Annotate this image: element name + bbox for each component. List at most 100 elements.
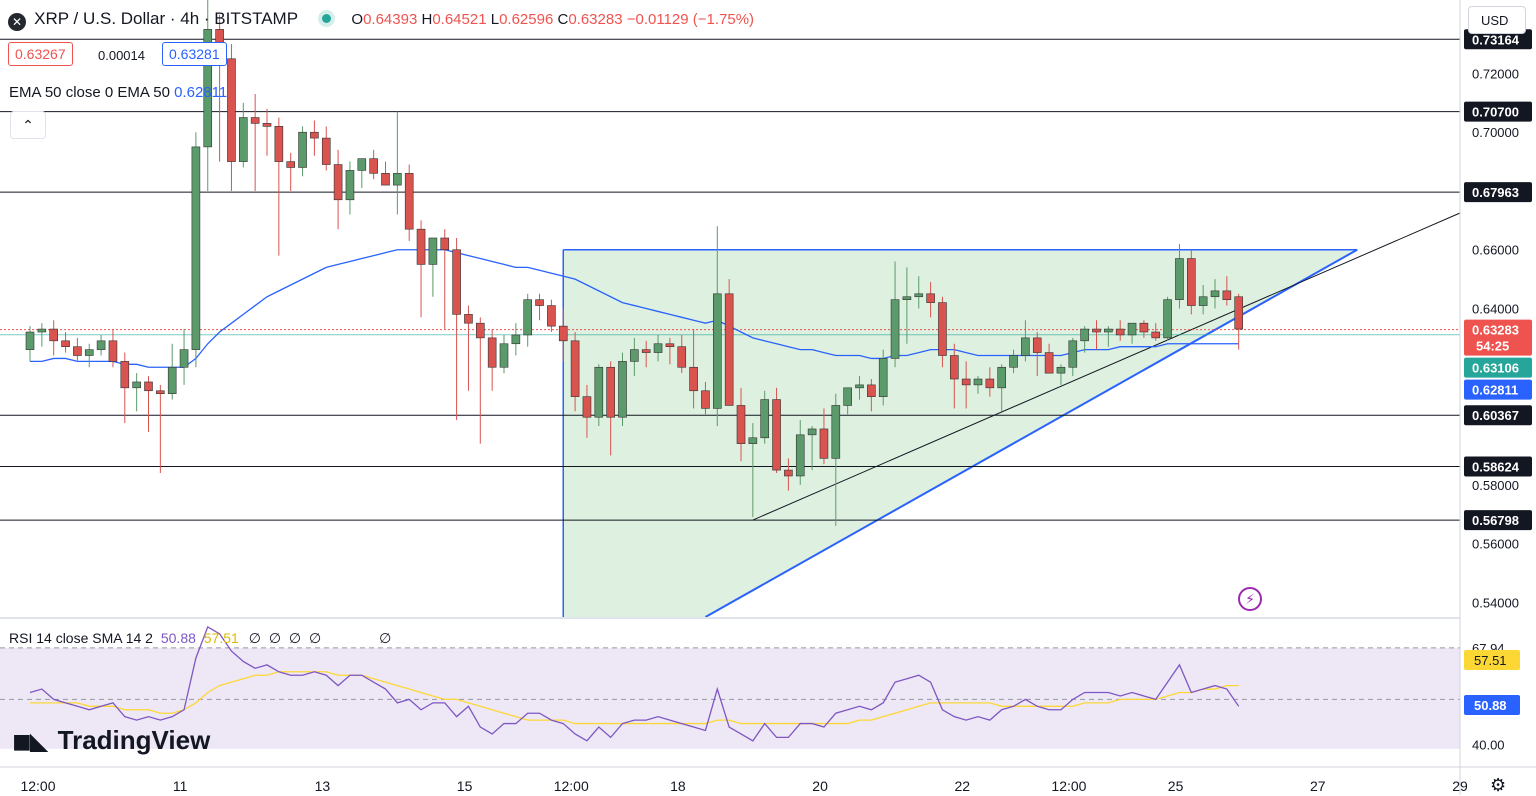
collapse-legend-button[interactable]: ⌃	[10, 111, 46, 139]
candle[interactable]	[1139, 322, 1149, 333]
candle[interactable]	[262, 123, 272, 127]
price-pane[interactable]	[0, 0, 1461, 619]
candle[interactable]	[760, 399, 770, 439]
candle[interactable]	[428, 237, 438, 265]
candle[interactable]	[535, 299, 544, 306]
candle[interactable]	[641, 349, 651, 353]
candle[interactable]	[1151, 331, 1161, 339]
candle[interactable]	[203, 29, 213, 148]
candle[interactable]	[452, 249, 461, 315]
candle[interactable]	[630, 349, 639, 362]
candle[interactable]	[949, 355, 959, 380]
candle[interactable]	[132, 381, 141, 389]
candle[interactable]	[618, 361, 627, 418]
candle[interactable]	[1068, 340, 1078, 368]
candle[interactable]	[1056, 366, 1066, 374]
time-axis[interactable]: 12:00 11 13 15 12:00 18 20 22 12:00 25 27 29	[0, 766, 1536, 794]
candle[interactable]	[1210, 290, 1220, 298]
candle[interactable]	[73, 346, 82, 356]
candle[interactable]	[487, 337, 497, 368]
price-axis[interactable]: 0.72000 0.70000 0.66000 0.64000 0.58000 0.560…	[1459, 0, 1532, 795]
candle[interactable]	[1021, 337, 1030, 356]
candle[interactable]	[179, 349, 189, 368]
candle[interactable]	[914, 293, 924, 298]
sell-price-button[interactable]: 0.63267	[8, 42, 73, 66]
candle[interactable]	[84, 349, 94, 356]
trend-line[interactable]	[752, 212, 1461, 521]
candle[interactable]	[973, 378, 983, 386]
candle[interactable]	[333, 164, 343, 201]
candle[interactable]	[167, 366, 177, 395]
candle[interactable]	[547, 305, 556, 327]
candle[interactable]	[416, 228, 426, 265]
candle[interactable]	[144, 381, 153, 392]
candle[interactable]	[748, 437, 758, 444]
candle[interactable]	[511, 334, 521, 345]
candle[interactable]	[310, 131, 319, 139]
candle[interactable]	[274, 126, 284, 162]
candle[interactable]	[191, 146, 201, 350]
candle[interactable]	[1127, 322, 1137, 336]
candle[interactable]	[736, 405, 746, 444]
candle[interactable]	[1104, 328, 1113, 333]
candle[interactable]	[772, 399, 781, 471]
candle[interactable]	[499, 343, 509, 368]
candle[interactable]	[997, 366, 1007, 389]
candle[interactable]	[298, 131, 307, 168]
candle[interactable]	[369, 158, 378, 174]
currency-button[interactable]: USD	[1468, 6, 1526, 34]
candle[interactable]	[1163, 299, 1172, 339]
candle[interactable]	[855, 384, 864, 389]
candle[interactable]	[120, 361, 130, 389]
candle[interactable]	[867, 384, 876, 397]
candle[interactable]	[1009, 355, 1018, 368]
candle[interactable]	[475, 322, 485, 339]
candle[interactable]	[831, 405, 841, 459]
candle[interactable]	[108, 340, 118, 362]
candle[interactable]	[357, 158, 367, 171]
candle[interactable]	[381, 173, 390, 186]
lightning-icon[interactable]: ⚡	[1238, 587, 1262, 611]
candle[interactable]	[61, 340, 70, 347]
candle[interactable]	[1115, 328, 1125, 336]
candle[interactable]	[1032, 337, 1042, 353]
candle[interactable]	[440, 237, 450, 251]
candle[interactable]	[677, 346, 687, 368]
candle[interactable]	[250, 117, 260, 124]
candle[interactable]	[843, 387, 852, 406]
rsi-pane[interactable]	[0, 625, 1460, 749]
candle[interactable]	[819, 428, 829, 459]
candle[interactable]	[606, 366, 615, 418]
candle[interactable]	[1198, 296, 1208, 306]
candle[interactable]	[393, 173, 402, 186]
candle[interactable]	[961, 378, 971, 386]
settings-icon[interactable]: ⚙	[1490, 775, 1507, 795]
buy-price-button[interactable]: 0.63281	[162, 42, 227, 66]
candle[interactable]	[345, 170, 355, 201]
candle[interactable]	[665, 343, 675, 347]
candle[interactable]	[890, 299, 900, 359]
candle[interactable]	[985, 378, 995, 389]
candle[interactable]	[25, 331, 35, 350]
candle[interactable]	[784, 469, 793, 477]
candle[interactable]	[464, 314, 473, 324]
candle[interactable]	[689, 366, 698, 392]
candle[interactable]	[701, 390, 710, 409]
candle[interactable]	[902, 296, 912, 300]
candle[interactable]	[96, 340, 106, 350]
candle[interactable]	[558, 325, 568, 342]
candle[interactable]	[227, 58, 236, 162]
candle[interactable]	[404, 173, 414, 230]
candle[interactable]	[1234, 296, 1243, 330]
candle[interactable]	[926, 293, 935, 303]
rsi-legend[interactable]: RSI 14 close SMA 14 2 50.88 57.51 ∅ ∅ ∅ …	[9, 630, 392, 646]
candle[interactable]	[570, 340, 580, 397]
symbol-legend[interactable]: ✕ XRP / U.S. Dollar · 4h · BITSTAMP O0.6…	[8, 9, 754, 31]
candle[interactable]	[37, 328, 47, 333]
candle[interactable]	[1092, 328, 1101, 333]
candle[interactable]	[49, 328, 59, 342]
candle[interactable]	[321, 137, 331, 165]
candle[interactable]	[239, 117, 248, 162]
candle[interactable]	[1222, 290, 1232, 300]
